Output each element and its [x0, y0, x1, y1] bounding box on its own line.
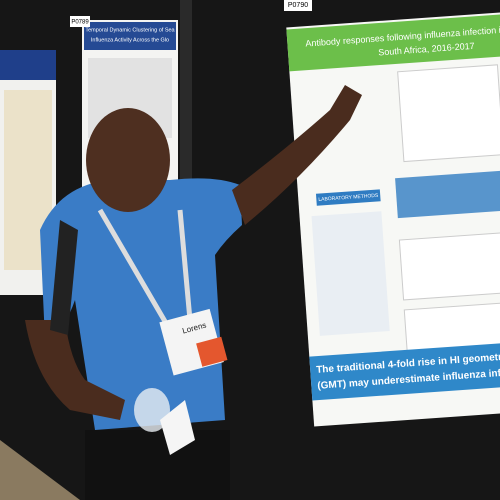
lanyard — [97, 208, 193, 332]
section-box — [315, 189, 381, 206]
board-label-box — [284, 0, 312, 11]
poster-header — [84, 22, 176, 50]
raised-arm — [232, 85, 362, 225]
poster-table — [395, 170, 500, 219]
poster-chart — [397, 64, 500, 163]
poster-header — [286, 14, 500, 72]
section-title: LABORATORY METHODS — [318, 193, 379, 203]
poster-title: Influenza Activity Across the Glo — [91, 37, 169, 43]
floor — [0, 440, 80, 500]
poster-chart — [398, 231, 500, 301]
conclusion-banner — [309, 341, 500, 401]
lower-arm — [25, 320, 125, 420]
trousers — [85, 430, 230, 500]
head — [86, 108, 170, 212]
backpack-strap — [50, 220, 78, 335]
board-label: P0789 — [71, 20, 89, 26]
poster-right: Antibody responses following influenza i… — [286, 12, 500, 427]
poster-figure — [311, 211, 390, 336]
poster-header — [0, 50, 56, 80]
napkin — [160, 400, 195, 455]
board-label: P0790 — [288, 2, 308, 9]
badge-sticker — [196, 336, 228, 367]
board-label-box — [70, 16, 90, 27]
poster-title: Temporal Dynamic Clustering of Sea — [85, 27, 175, 33]
